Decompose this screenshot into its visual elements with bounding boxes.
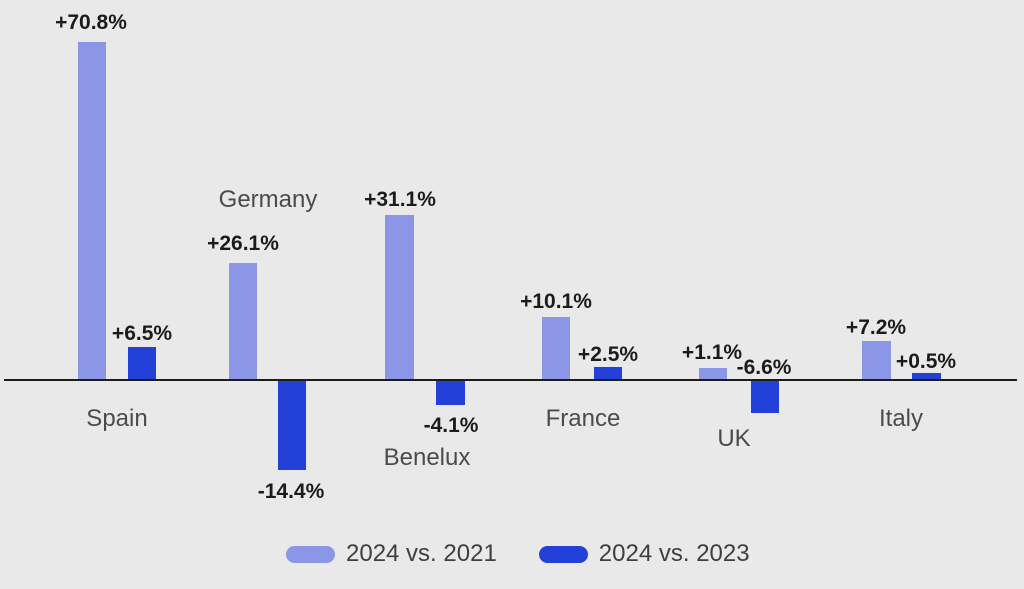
bar-germany-2024-vs-2021 (229, 263, 257, 380)
bar-uk-2024-vs-2021 (699, 368, 727, 380)
legend-label-2024-vs-2021: 2024 vs. 2021 (346, 540, 497, 567)
bar-germany-2024-vs-2023 (278, 381, 306, 470)
legend-swatch-2024-vs-2023 (538, 545, 588, 563)
value-label-france-2024-vs-2021: +10.1% (520, 290, 592, 313)
category-label-italy: Italy (878, 405, 924, 432)
value-label-spain-2024-vs-2021: +70.8% (55, 11, 127, 34)
bar-italy-2024-vs-2021 (862, 341, 891, 380)
bar-spain-2024-vs-2023 (128, 347, 156, 380)
value-label-germany-2024-vs-2023: -14.4% (257, 480, 325, 503)
bar-uk-2024-vs-2023 (751, 381, 779, 413)
legend-swatch-2024-vs-2021 (286, 545, 335, 563)
value-label-italy-2024-vs-2023: +0.5% (895, 350, 957, 373)
bar-france-2024-vs-2021 (542, 317, 570, 380)
value-label-germany-2024-vs-2021: +26.1% (207, 232, 279, 255)
bar-benelux-2024-vs-2021 (385, 215, 414, 380)
legend-label-2024-vs-2023: 2024 vs. 2023 (598, 540, 750, 567)
bar-benelux-2024-vs-2023 (436, 381, 465, 405)
category-label-benelux: Benelux (383, 444, 471, 471)
value-label-france-2024-vs-2023: +2.5% (577, 343, 639, 366)
value-label-uk-2024-vs-2023: -6.6% (736, 356, 792, 379)
x-axis-baseline (4, 379, 1017, 381)
category-label-uk: UK (717, 425, 751, 452)
value-label-benelux-2024-vs-2021: +31.1% (364, 188, 436, 211)
value-label-benelux-2024-vs-2023: -4.1% (423, 414, 479, 437)
category-label-spain: Spain (86, 405, 148, 432)
value-label-spain-2024-vs-2023: +6.5% (111, 322, 173, 345)
bar-italy-2024-vs-2023 (912, 373, 941, 380)
bar-spain-2024-vs-2021 (78, 42, 106, 380)
legend-item-2024-vs-2023: 2024 vs. 2023 (538, 540, 750, 568)
legend-item-2024-vs-2021: 2024 vs. 2021 (286, 540, 497, 568)
category-label-france: France (545, 405, 621, 432)
bar-france-2024-vs-2023 (594, 367, 622, 380)
value-label-italy-2024-vs-2021: +7.2% (845, 316, 907, 339)
category-label-germany: Germany (218, 186, 318, 213)
legend: 2024 vs. 2021 2024 vs. 2023 (286, 540, 750, 568)
value-label-uk-2024-vs-2021: +1.1% (681, 341, 743, 364)
